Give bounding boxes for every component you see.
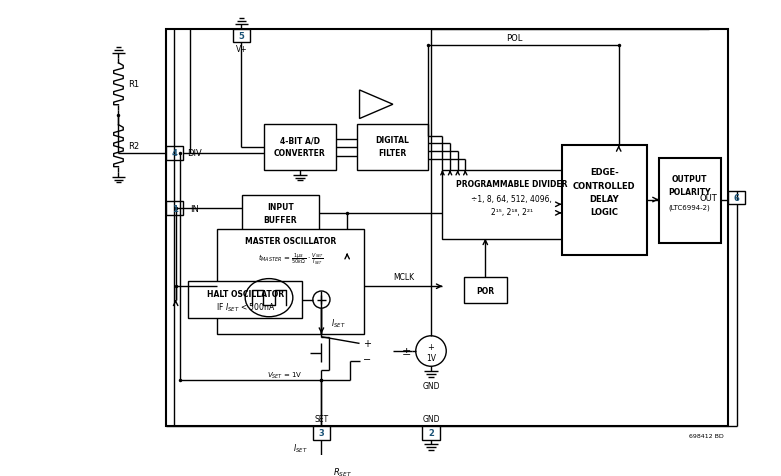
Bar [357,125,428,170]
Text: 1: 1 [172,204,177,213]
Text: INPUT: INPUT [267,202,294,211]
Text: LOGIC: LOGIC [590,208,619,217]
Text: DIGITAL: DIGITAL [376,136,409,145]
Bar [188,282,302,318]
Text: +: + [427,342,434,351]
Text: 3: 3 [319,428,324,437]
Text: POL: POL [506,34,522,43]
Text: POR: POR [476,286,495,295]
Text: $t_{MASTER}$ = $\frac{1\mu s}{50k\Omega}$ $\cdot$ $\frac{V_{SET}}{I_{SET}}$: $t_{MASTER}$ = $\frac{1\mu s}{50k\Omega}… [258,250,323,266]
Text: 4-BIT A/D: 4-BIT A/D [280,136,320,145]
Text: DELAY: DELAY [590,195,619,204]
Text: (LTC6994-2): (LTC6994-2) [669,205,711,211]
Bar [242,195,319,231]
Bar [658,159,721,244]
Bar [166,147,184,160]
Text: POLARITY: POLARITY [669,188,711,197]
Text: IN: IN [191,204,199,213]
Text: 5: 5 [238,32,244,41]
Text: GND: GND [423,414,440,423]
Text: EDGE-: EDGE- [590,168,619,177]
Bar [562,146,647,255]
Text: $I_{SET}$: $I_{SET}$ [331,317,346,329]
Text: OUTPUT: OUTPUT [672,175,708,184]
Text: R2: R2 [128,142,139,151]
Bar [216,229,364,334]
Bar [442,170,580,239]
Bar [423,426,440,440]
Bar [313,426,330,440]
Text: $I_{SET}$: $I_{SET}$ [294,441,308,454]
Text: 4: 4 [172,149,177,158]
Text: MASTER OSCILLATOR: MASTER OSCILLATOR [244,237,336,246]
Text: −: − [363,354,371,364]
Text: V+: V+ [236,45,248,54]
Text: FILTER: FILTER [378,149,407,158]
Bar [166,202,184,215]
Text: 1V: 1V [426,354,436,362]
Text: 698412 BD: 698412 BD [689,434,723,438]
Text: CONTROLLED: CONTROLLED [573,181,636,190]
Text: BUFFER: BUFFER [264,216,298,225]
Text: R1: R1 [128,80,139,89]
Text: MCLK: MCLK [393,273,414,282]
Text: +: + [363,339,371,349]
Text: ±: ± [401,347,411,356]
Text: HALT OSCILLATOR: HALT OSCILLATOR [207,290,284,299]
Text: DIV: DIV [187,149,202,158]
Text: IF $I_{SET}$ < 500nA: IF $I_{SET}$ < 500nA [216,301,275,314]
Text: $V_{SET}$ = 1V: $V_{SET}$ = 1V [266,370,302,380]
Text: 6: 6 [734,194,740,203]
Text: $R_{SET}$: $R_{SET}$ [333,466,352,476]
Text: GND: GND [423,381,440,390]
Bar [264,125,336,170]
Bar [728,191,745,205]
Text: PROGRAMMABLE DIVIDER: PROGRAMMABLE DIVIDER [456,179,567,188]
Text: 2: 2 [428,428,434,437]
Text: OUT: OUT [699,194,717,203]
Bar [465,277,507,304]
Bar [233,30,250,43]
Bar [166,30,728,426]
Text: SET: SET [315,414,329,423]
Text: ÷1, 8, 64, 512, 4096,: ÷1, 8, 64, 512, 4096, [471,195,552,204]
Text: CONVERTER: CONVERTER [274,149,326,158]
Text: 2¹⁵, 2¹⁸, 2²¹: 2¹⁵, 2¹⁸, 2²¹ [490,208,533,217]
